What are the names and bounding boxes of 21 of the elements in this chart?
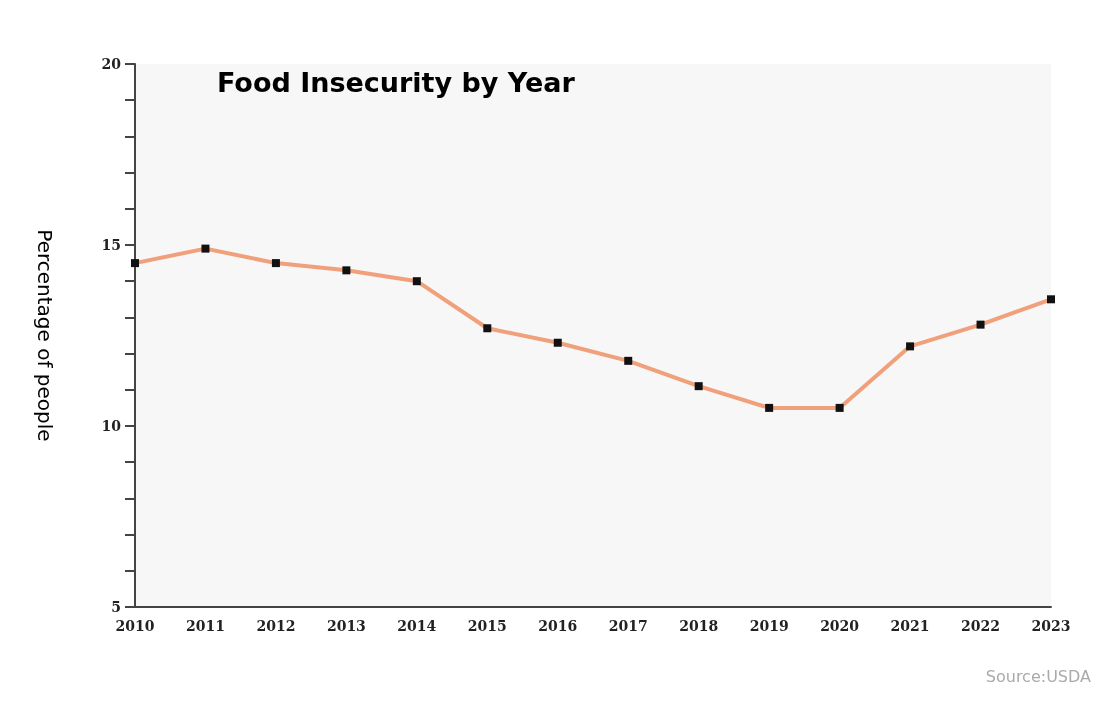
y-tick-label: 15 <box>101 237 121 253</box>
x-tick-label: 2019 <box>749 618 789 634</box>
x-tick-label: 2018 <box>679 618 719 634</box>
x-tick-label: 2011 <box>185 618 225 634</box>
y-axis-title: Percentage of people <box>33 229 57 442</box>
x-tick-label: 2013 <box>326 618 366 634</box>
x-tick-label: 2014 <box>397 618 437 634</box>
x-tick-label: 2015 <box>467 618 507 634</box>
x-tick-label: 2021 <box>890 618 930 634</box>
y-tick-label: 20 <box>101 56 122 72</box>
x-tick-label: 2016 <box>538 618 578 634</box>
x-tick-label: 2010 <box>115 618 155 634</box>
x-tick-label: 2012 <box>256 618 296 634</box>
x-tick-label: 2020 <box>820 618 860 634</box>
chart-title: Food Insecurity by Year <box>217 67 576 98</box>
x-tick-label: 2023 <box>1031 618 1071 634</box>
y-tick-label: 10 <box>101 418 122 434</box>
x-tick-label: 2022 <box>961 618 1001 634</box>
source-note: Source:USDA <box>985 666 1092 686</box>
y-tick-label: 5 <box>111 599 121 615</box>
x-tick-label: 2017 <box>608 618 648 634</box>
